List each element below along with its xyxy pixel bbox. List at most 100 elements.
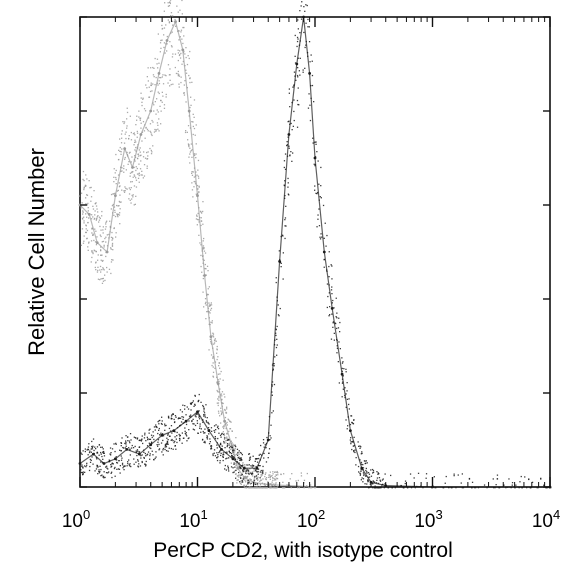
series-speckle: [185, 414, 187, 416]
series-speckle: [233, 471, 235, 473]
series-speckle: [310, 97, 312, 99]
series-speckle: [180, 29, 183, 31]
series-speckle: [97, 278, 100, 280]
series-speckle: [223, 426, 225, 428]
series-speckle: [183, 421, 185, 424]
series-speckle: [105, 221, 107, 223]
data-point: [102, 462, 106, 465]
series-speckle: [238, 450, 240, 452]
series-speckle: [265, 477, 268, 479]
series-speckle: [133, 458, 135, 460]
series-speckle: [181, 63, 183, 65]
series-speckle: [275, 487, 277, 489]
series-speckle: [129, 188, 131, 191]
series-speckle: [391, 487, 393, 489]
series-line: [79, 19, 316, 488]
series-speckle: [138, 181, 140, 183]
series-speckle: [272, 363, 274, 365]
series-speckle: [255, 483, 257, 486]
series-speckle: [353, 451, 355, 453]
series-speckle: [150, 434, 153, 436]
series-speckle: [162, 95, 164, 97]
series-speckle: [114, 466, 116, 469]
series-speckle: [157, 111, 159, 113]
series-speckle: [105, 236, 107, 238]
series-speckle: [94, 202, 97, 205]
series-speckle: [166, 437, 168, 439]
series-speckle: [147, 155, 149, 157]
series-speckle: [110, 464, 112, 466]
series-speckle: [163, 27, 166, 29]
series-speckle: [110, 452, 112, 454]
series-speckle: [218, 451, 220, 454]
series-speckle: [89, 465, 91, 468]
series-speckle: [244, 479, 246, 481]
series-speckle: [114, 172, 116, 174]
series-speckle: [129, 448, 131, 450]
series-speckle: [218, 380, 220, 383]
series-speckle: [128, 152, 131, 154]
series-speckle: [136, 119, 138, 121]
series-speckle: [308, 487, 310, 489]
series-speckle: [216, 352, 218, 354]
series-speckle: [219, 449, 221, 452]
series-speckle: [299, 57, 301, 59]
series-speckle: [223, 454, 225, 456]
series-speckle: [89, 187, 91, 189]
series-speckle: [262, 478, 264, 480]
series-speckle: [220, 436, 222, 438]
series-speckle: [160, 110, 162, 112]
series-speckle: [210, 445, 213, 447]
series-speckle: [164, 425, 166, 427]
series-speckle: [121, 170, 123, 172]
series-speckle: [177, 73, 179, 75]
series-speckle: [106, 465, 108, 467]
series-speckle: [244, 475, 246, 477]
series-speckle: [228, 444, 230, 446]
series-speckle: [119, 150, 121, 152]
series-speckle: [167, 415, 170, 417]
series-speckle: [134, 445, 136, 448]
series-speckle: [271, 384, 273, 386]
series-speckle: [258, 457, 260, 460]
series-speckle: [241, 473, 243, 475]
series-speckle: [192, 423, 194, 425]
series-speckle: [361, 477, 363, 479]
series-speckle: [87, 448, 89, 450]
series-speckle: [139, 465, 142, 467]
series-speckle: [268, 452, 270, 454]
series-speckle: [344, 396, 346, 399]
series-speckle: [274, 356, 276, 358]
series-speckle: [129, 433, 132, 435]
series-speckle: [366, 483, 368, 485]
series-speckle: [166, 443, 168, 445]
series-speckle: [355, 464, 357, 466]
series-speckle: [364, 483, 366, 485]
series-speckle: [260, 475, 262, 477]
series-speckle: [279, 259, 281, 261]
series-speckle: [197, 175, 200, 177]
series-speckle: [184, 408, 186, 410]
series-speckle: [222, 402, 224, 405]
series-speckle: [196, 215, 198, 217]
series-speckle: [203, 414, 205, 416]
series-speckle: [230, 466, 233, 468]
series-speckle: [233, 449, 235, 451]
series-speckle: [151, 436, 153, 439]
series-speckle: [143, 130, 146, 132]
series-speckle: [289, 123, 291, 125]
series-speckle: [384, 483, 386, 485]
series-speckle: [367, 481, 369, 483]
series-speckle: [222, 426, 224, 428]
series-speckle: [273, 487, 275, 489]
series-speckle: [132, 194, 134, 196]
series-speckle: [123, 469, 125, 471]
series-speckle: [243, 469, 245, 472]
series-speckle: [112, 212, 114, 214]
series-speckle: [297, 57, 299, 59]
series-speckle: [133, 436, 135, 438]
series-speckle: [112, 203, 114, 206]
series-speckle: [240, 466, 242, 469]
series-speckle: [268, 416, 271, 418]
series-speckle: [94, 266, 96, 269]
